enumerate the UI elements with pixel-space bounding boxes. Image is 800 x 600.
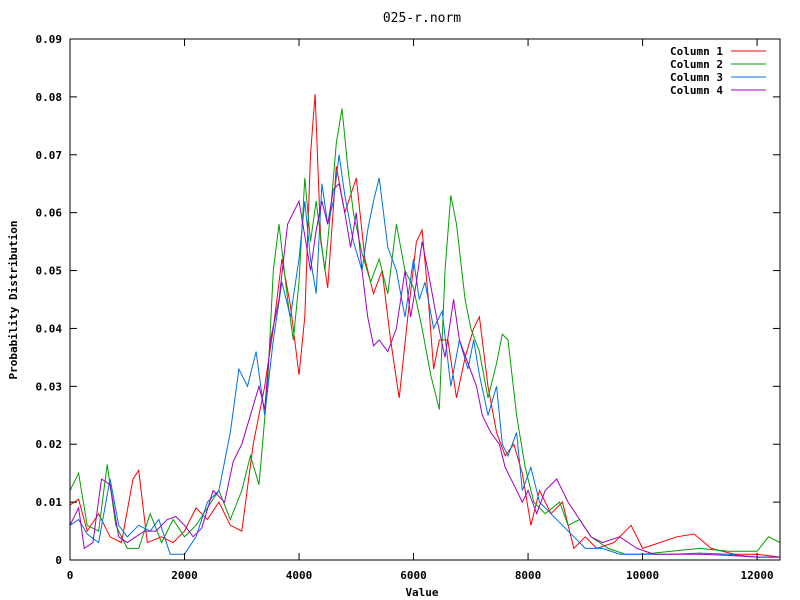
- y-tick-label: 0: [55, 554, 62, 567]
- x-tick-label: 10000: [626, 569, 659, 582]
- x-tick-label: 8000: [515, 569, 542, 582]
- legend-label-3: Column 3: [670, 71, 723, 84]
- series-line-3: [70, 154, 780, 558]
- x-tick-label: 12000: [741, 569, 774, 582]
- chart-title: 025-r.norm: [383, 11, 461, 26]
- x-axis-label: Value: [405, 586, 438, 599]
- axes: 0 2000 4000 6000 8000 10000 12000 0 0.01 0.02 0.03…: [36, 33, 781, 582]
- y-tick-label: 0.08: [36, 91, 63, 104]
- legend-label-1: Column 1: [670, 45, 723, 58]
- x-tick-label: 2000: [171, 569, 198, 582]
- legend-label-2: Column 2: [670, 58, 723, 71]
- plot-series: [70, 93, 780, 558]
- series-line-1: [70, 93, 780, 558]
- y-tick-label: 0.02: [36, 438, 63, 451]
- series-line-2: [70, 108, 780, 555]
- y-tick-label: 0.01: [36, 496, 63, 509]
- y-tick-label: 0.05: [36, 265, 63, 278]
- x-tick-label: 4000: [286, 569, 313, 582]
- y-tick-label: 0.06: [36, 207, 63, 220]
- x-tick-label: 0: [67, 569, 74, 582]
- x-tick-label: 6000: [400, 569, 427, 582]
- y-tick-label: 0.09: [36, 33, 63, 46]
- plot-frame: [69, 38, 781, 561]
- y-tick-label: 0.03: [36, 380, 63, 393]
- y-tick-label: 0.07: [36, 149, 63, 162]
- series-line-4: [70, 182, 780, 558]
- legend-label-4: Column 4: [670, 84, 723, 97]
- y-tick-label: 0.04: [36, 322, 63, 335]
- y-axis-label: Probability Distribution: [7, 221, 20, 380]
